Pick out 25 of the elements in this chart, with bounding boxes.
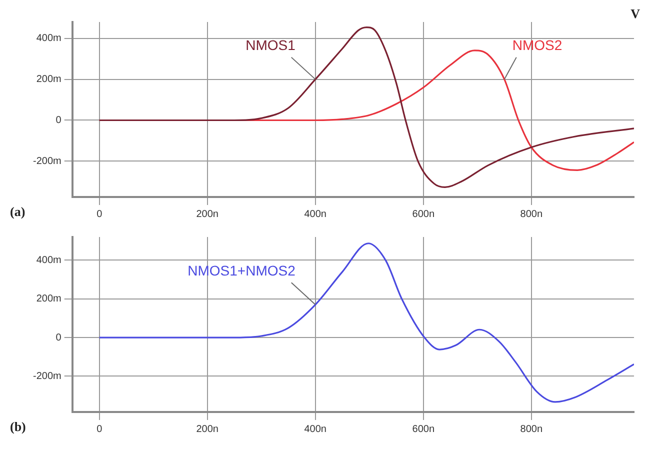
x-tick-label: 800n <box>520 424 543 435</box>
y-tick-label: -200m <box>32 370 62 382</box>
y-tick-label: 200m <box>36 294 62 305</box>
x-tick-label: 200n <box>196 424 218 435</box>
y-tick-label: 0 <box>56 332 62 344</box>
x-tick-label: 800n <box>520 208 543 220</box>
line-series <box>98 242 634 403</box>
y-tick-label: 0 <box>56 114 62 126</box>
line-series <box>98 26 634 188</box>
y-tick-label: 400m <box>36 254 62 266</box>
x-tick-label: 0 <box>96 424 103 435</box>
text: (a) <box>10 204 26 219</box>
series-label: NMOS2 <box>512 37 562 54</box>
x-tick-label: 400n <box>304 424 326 435</box>
text: V <box>630 6 641 21</box>
y-tick-label: -200m <box>32 156 62 167</box>
y-tick-label: 200m <box>36 74 62 86</box>
text: NMOS1 <box>246 37 296 54</box>
x-tick-label: 400n <box>304 208 326 220</box>
x-tick-label: 0 <box>96 208 103 220</box>
text: (b) <box>10 418 26 434</box>
x-tick-label: 200n <box>196 208 218 220</box>
x-tick-label: 600n <box>412 424 435 435</box>
y-tick-label: 400m <box>36 33 62 44</box>
x-tick-label: 600n <box>412 208 435 220</box>
